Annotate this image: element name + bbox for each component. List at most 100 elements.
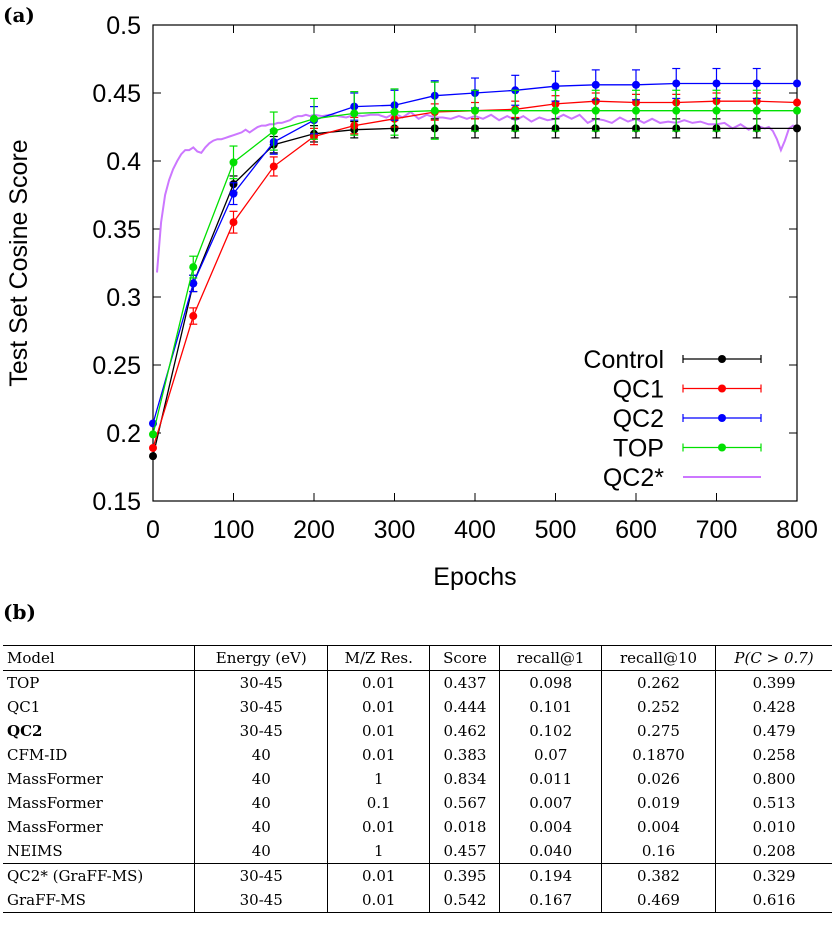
x-tick-label: 700	[696, 516, 738, 544]
data-point	[229, 189, 238, 198]
table-cell: 30-45	[194, 670, 328, 695]
legend-swatch-marker	[718, 384, 726, 393]
table-row: MassFormer 40 0.1 0.567 0.007 0.019 0.513	[3, 791, 832, 815]
table-cell: 0.026	[601, 767, 717, 791]
model-name-cell: QC2	[3, 719, 196, 743]
column-header: recall@1	[499, 645, 602, 671]
data-point	[269, 127, 278, 136]
y-tick-label: 0.45	[92, 80, 141, 108]
table-cell: 0.382	[601, 863, 717, 888]
x-tick-label: 200	[293, 516, 335, 544]
table-cell: 0.018	[429, 815, 501, 839]
model-name-cell: GraFF-MS	[3, 888, 196, 913]
table-row: MassFormer 40 0.01 0.018 0.004 0.004 0.010	[3, 815, 832, 839]
table-cell: 0.437	[429, 670, 501, 695]
x-tick-label: 0	[146, 516, 160, 544]
x-tick-label: 100	[213, 516, 255, 544]
y-tick-label: 0.5	[106, 12, 141, 40]
panel-b-label: (b)	[3, 600, 36, 624]
model-name-cell: MassFormer	[3, 815, 196, 839]
table-row: MassFormer 40 1 0.834 0.011 0.026 0.800	[3, 767, 832, 791]
table-cell: 0.383	[429, 743, 501, 767]
model-name-cell: QC2* (GraFF-MS)	[3, 863, 196, 888]
table-row: TOP 30-45 0.01 0.437 0.098 0.262 0.399	[3, 670, 832, 695]
model-name-cell: TOP	[3, 670, 196, 695]
column-header: Energy (eV)	[194, 645, 328, 671]
table-cell: 0.07	[499, 743, 602, 767]
series-top	[149, 81, 801, 439]
column-header: P(C > 0.7)	[715, 645, 832, 671]
table-cell: 0.019	[601, 791, 717, 815]
data-point	[189, 312, 198, 321]
table-cell: 0.01	[327, 670, 431, 695]
y-tick-label: 0.35	[92, 216, 141, 244]
legend-item: QC1	[613, 376, 762, 404]
model-name-cell: CFM-ID	[3, 743, 196, 767]
table-cell: 40	[194, 743, 328, 767]
legend-label: TOP	[613, 435, 664, 463]
data-point	[149, 452, 157, 461]
table-cell: 0.011	[499, 767, 602, 791]
data-point	[229, 158, 238, 167]
data-point	[149, 443, 157, 452]
data-point	[189, 263, 198, 272]
table-cell: 40	[194, 839, 328, 864]
series-line	[152, 127, 797, 457]
table-row: GraFF-MS 30-45 0.01 0.542 0.167 0.469 0.616	[3, 888, 832, 913]
series-qc2-star	[156, 110, 798, 273]
table-cell: 0.01	[327, 719, 431, 743]
data-point	[390, 108, 399, 117]
legend-label: Control	[583, 346, 664, 374]
model-name-cell: MassFormer	[3, 791, 196, 815]
data-point	[229, 218, 238, 227]
data-point	[793, 124, 801, 133]
table-cell: 0.16	[601, 839, 717, 864]
data-point	[752, 79, 761, 88]
table-cell: 30-45	[194, 695, 328, 719]
y-tick-label: 0.25	[92, 352, 141, 380]
data-point	[672, 79, 681, 88]
table-cell: 0.395	[429, 863, 501, 888]
model-name-cell: QC1	[3, 695, 196, 719]
chart-series	[149, 67, 801, 461]
column-header: Score	[429, 645, 501, 671]
data-point	[712, 79, 721, 88]
legend-label: QC2*	[603, 464, 664, 492]
data-point	[632, 106, 640, 115]
table-cell: 0.542	[429, 888, 501, 913]
panel-a-label: (a)	[3, 3, 35, 27]
data-point	[350, 109, 359, 118]
table-cell: 0.01	[327, 695, 431, 719]
table-cell: 0.457	[429, 839, 501, 864]
table-cell: 0.275	[601, 719, 717, 743]
data-point	[591, 106, 600, 115]
data-point	[269, 162, 278, 171]
data-point	[471, 106, 479, 115]
legend-swatch-marker	[718, 355, 726, 363]
column-header: Model	[3, 645, 196, 671]
data-point	[793, 106, 801, 115]
table-cell: 0.479	[752, 722, 796, 740]
table-cell: 0.167	[499, 888, 602, 913]
legend-swatch-marker	[718, 414, 726, 422]
data-point	[793, 79, 801, 88]
table-cell: 0.1	[327, 791, 431, 815]
table-cell: 0.102	[499, 719, 602, 743]
table-cell: 0.567	[429, 791, 501, 815]
x-tick-label: 300	[374, 516, 416, 544]
legend-swatch-marker	[718, 443, 726, 452]
table-cell: 0.258	[752, 746, 796, 764]
table-cell: 0.01	[327, 815, 431, 839]
data-point	[310, 114, 318, 123]
table-cell: 0.834	[429, 767, 501, 791]
table-cell: 1	[327, 767, 431, 791]
y-tick-label: 0.2	[106, 420, 141, 448]
table-cell: 0.329	[715, 863, 832, 888]
table-row: CFM-ID 40 0.01 0.383 0.07 0.1870 0.258	[3, 743, 832, 767]
data-point	[632, 80, 640, 89]
table-cell: 0.040	[499, 839, 602, 864]
data-point	[430, 106, 439, 115]
legend-label: QC2	[613, 405, 664, 433]
y-axis-label: Test Set Cosine Score	[5, 139, 33, 386]
